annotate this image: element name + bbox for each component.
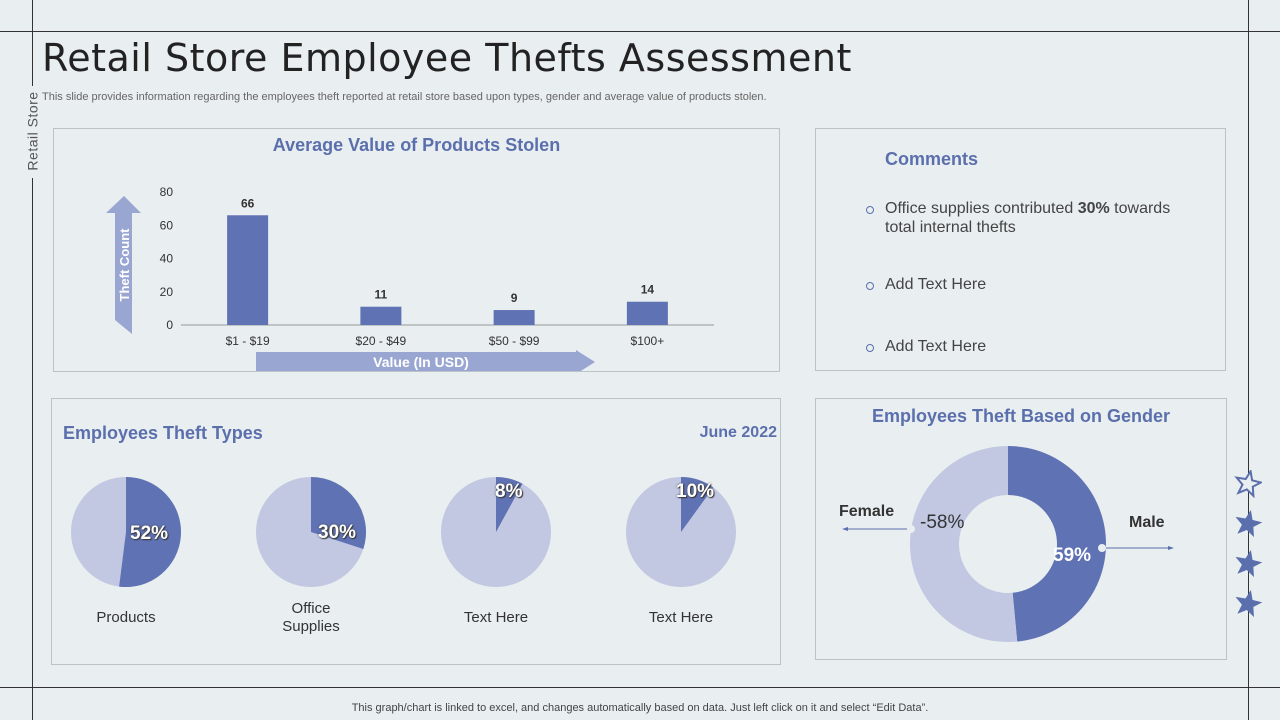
bar[interactable] (227, 215, 269, 325)
comment-text: Add Text Here (885, 276, 987, 293)
comment-text: Office supplies contributed (885, 200, 1078, 217)
pie-slice[interactable] (311, 477, 366, 549)
pie-slice[interactable] (496, 477, 523, 532)
x-axis-label: Value (In USD) (373, 354, 469, 370)
gender-title: Employees Theft Based on Gender (871, 406, 1171, 426)
bar-chart-title: Average Value of Products Stolen (272, 135, 561, 155)
y-tick-label: 20 (160, 285, 174, 299)
pie-slice[interactable] (681, 477, 714, 532)
gender-donut-chart[interactable]: Female Male -58% 59% (816, 399, 1226, 659)
theft-types-panel[interactable]: Employees Theft Types June 2022 52% Produ… (51, 398, 781, 665)
y-tick-label: 60 (160, 218, 174, 232)
theft-types-pies[interactable] (52, 399, 780, 664)
bar-value-label: 66 (241, 196, 255, 210)
pie-category-label: Products (96, 609, 156, 626)
footer-note: This graph/chart is linked to excel, and… (351, 702, 929, 714)
male-percent-label: 59% (1053, 545, 1091, 566)
comments-title: Comments (885, 149, 979, 169)
comment-highlight: 30% (1077, 200, 1110, 217)
male-arrow-icon (1168, 546, 1174, 550)
comments-panel: Comments Office supplies contributed 30%… (815, 128, 1226, 371)
x-tick-label: $20 - $49 (356, 334, 407, 348)
page-title: Retail Store Employee Thefts Assessment (42, 36, 852, 80)
pie-category-label: Text Here (463, 609, 529, 626)
x-axis-arrow (256, 350, 595, 371)
y-axis-label: Theft Count (117, 228, 132, 302)
pie-category-label: Office Supplies (282, 600, 340, 635)
theft-types-date: June 2022 (699, 424, 777, 441)
comment-text: Add Text Here (885, 338, 987, 355)
pie-percent-label: 8% (495, 481, 523, 502)
bar-value-label: 14 (641, 283, 655, 297)
star-icon (1235, 590, 1262, 618)
female-percent-label: -58% (920, 512, 964, 533)
comment-item: Add Text Here (885, 275, 1185, 294)
donut-slice-female[interactable] (910, 446, 1018, 642)
male-dot (1098, 544, 1106, 552)
comment-bullet-icon (866, 344, 874, 352)
theft-types-title: Employees Theft Types (63, 423, 263, 443)
frame-top-line (0, 31, 1280, 32)
pie-percent-label: 52% (130, 523, 169, 544)
comment-text: towards total internal thefts (885, 200, 1171, 236)
male-label: Male (1129, 514, 1165, 531)
x-tick-label: $100+ (631, 334, 665, 348)
page-subtitle: This slide provides information regardin… (42, 91, 767, 103)
y-tick-label: 0 (166, 318, 173, 332)
comment-bullet-icon (866, 206, 874, 214)
gender-panel[interactable]: Employees Theft Based on Gender Female Ma… (815, 398, 1227, 660)
bar-chart[interactable]: Theft Count Value (In USD) 0 20 40 60 80 66 $1… (54, 129, 779, 371)
pie-percent-label: 30% (318, 522, 357, 543)
bar[interactable] (626, 301, 668, 325)
frame-right-line (1248, 0, 1249, 720)
frame-left-line-bottom (32, 178, 33, 720)
female-dot (907, 525, 915, 533)
y-tick-label: 80 (160, 185, 174, 199)
bar-value-label: 9 (511, 291, 518, 305)
pie-slice[interactable] (119, 477, 181, 587)
bar-chart-panel[interactable]: Average Value of Products Stolen Theft C… (53, 128, 780, 372)
pie-category-label: Text Here (648, 609, 714, 626)
y-tick-label: 40 (160, 252, 174, 266)
star-outline-icon (1234, 470, 1262, 498)
female-label: Female (839, 503, 894, 520)
x-tick-label: $1 - $19 (226, 334, 270, 348)
frame-left-line-top (32, 0, 33, 86)
bar[interactable] (360, 306, 402, 325)
frame-bottom-line (0, 687, 1280, 688)
donut-slice-male[interactable] (1008, 446, 1107, 642)
female-arrow-icon (842, 527, 848, 531)
comment-bullet-icon (866, 282, 874, 290)
y-axis-arrow (106, 196, 141, 334)
bar-value-label: 11 (375, 288, 388, 302)
bar[interactable] (493, 310, 535, 325)
comment-item: Office supplies contributed 30% towards … (885, 199, 1185, 237)
pie-percent-label: 10% (676, 481, 715, 502)
star-icon (1235, 550, 1262, 578)
x-tick-label: $50 - $99 (489, 334, 540, 348)
comment-item: Add Text Here (885, 337, 1185, 356)
star-icon (1235, 510, 1262, 538)
